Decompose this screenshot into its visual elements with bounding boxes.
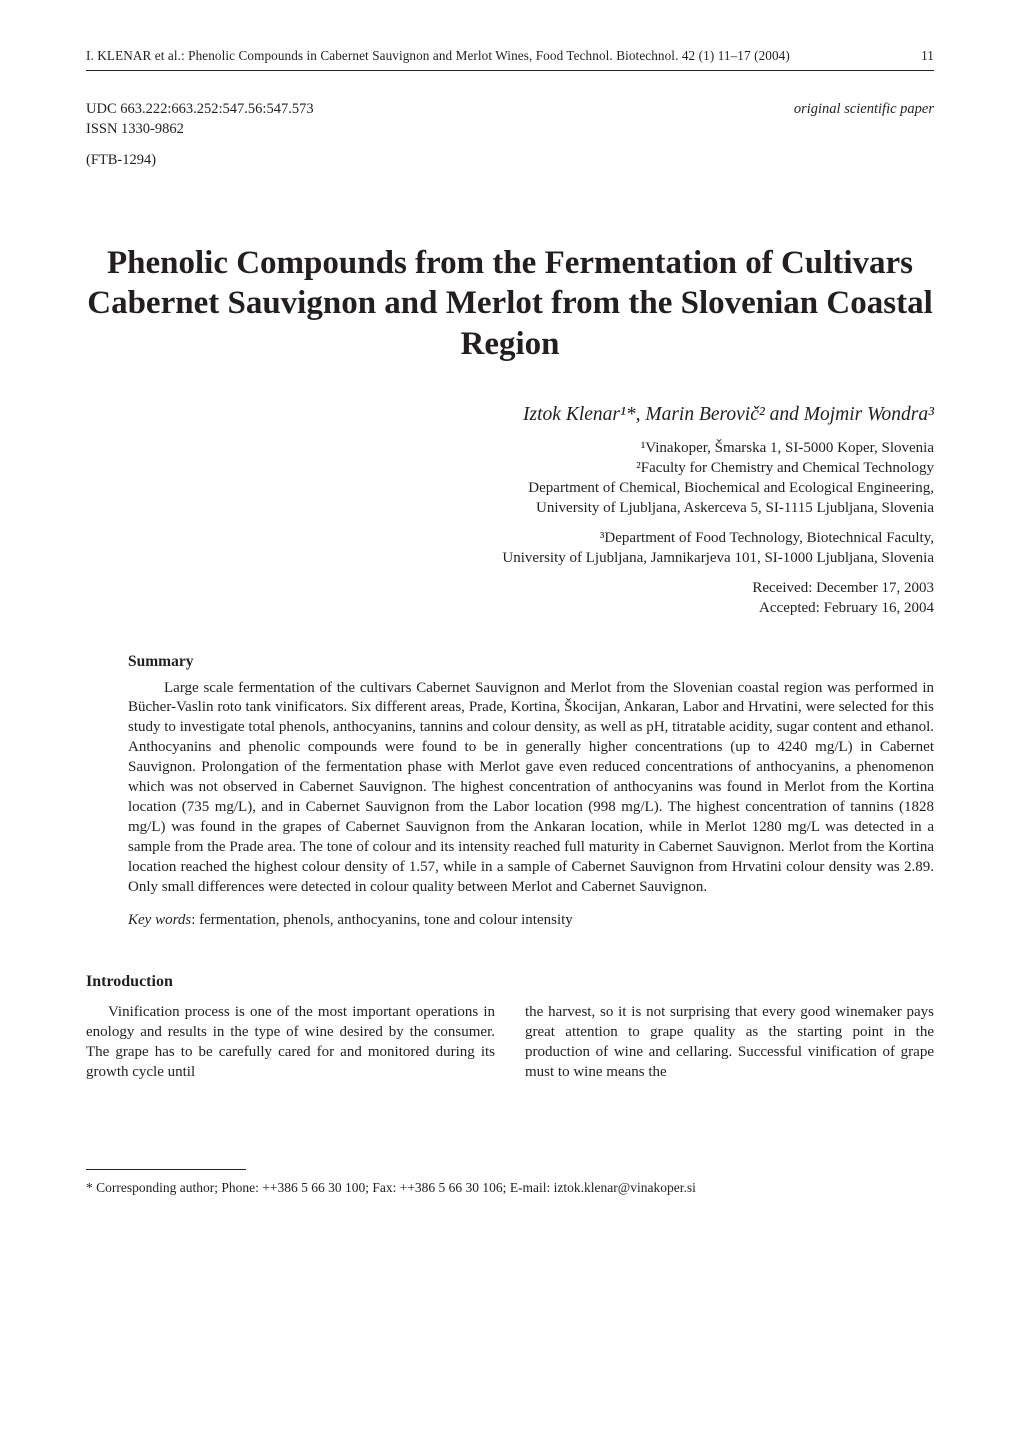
meta-row: UDC 663.222:663.252:547.56:547.573 origi…: [86, 101, 934, 118]
summary-body: Large scale fermentation of the cultivar…: [128, 679, 934, 898]
running-head: I. KLENAR et al.: Phenolic Compounds in …: [86, 48, 934, 64]
article-title: Phenolic Compounds from the Fermentation…: [86, 243, 934, 364]
two-column-body: Vinification process is one of the most …: [86, 1003, 934, 1083]
authors-line: Iztok Klenar¹*, Marin Berovič² and Mojmi…: [86, 404, 934, 426]
keywords-text: : fermentation, phenols, anthocyanins, t…: [191, 912, 573, 928]
running-head-page-number: 11: [921, 48, 934, 64]
paper-type: original scientific paper: [794, 101, 934, 118]
issn: ISSN 1330-9862: [86, 121, 934, 138]
affiliation-block-2: ³Department of Food Technology, Biotechn…: [86, 528, 934, 568]
received-date: Received: December 17, 2003: [86, 578, 934, 598]
accepted-date: Accepted: February 16, 2004: [86, 598, 934, 618]
intro-para-right: the harvest, so it is not surprising tha…: [525, 1003, 934, 1083]
intro-para-left: Vinification process is one of the most …: [86, 1003, 495, 1083]
footnote-rule: [86, 1169, 246, 1170]
header-rule: [86, 70, 934, 71]
affiliation-block-1: ¹Vinakoper, Šmarska 1, SI-5000 Koper, Sl…: [86, 438, 934, 518]
keywords: Key words: fermentation, phenols, anthoc…: [128, 912, 934, 929]
keywords-label: Key words: [128, 912, 191, 928]
journal-page: I. KLENAR et al.: Phenolic Compounds in …: [0, 0, 1020, 1256]
dates-block: Received: December 17, 2003 Accepted: Fe…: [86, 578, 934, 618]
ftb-code: (FTB-1294): [86, 152, 934, 169]
introduction-heading: Introduction: [86, 973, 934, 991]
column-right: the harvest, so it is not surprising tha…: [525, 1003, 934, 1083]
udc-code: UDC 663.222:663.252:547.56:547.573: [86, 101, 314, 118]
summary-heading: Summary: [128, 653, 934, 671]
column-left: Vinification process is one of the most …: [86, 1003, 495, 1083]
running-head-left: I. KLENAR et al.: Phenolic Compounds in …: [86, 48, 790, 64]
corresponding-author-footnote: * Corresponding author; Phone: ++386 5 6…: [86, 1180, 934, 1196]
